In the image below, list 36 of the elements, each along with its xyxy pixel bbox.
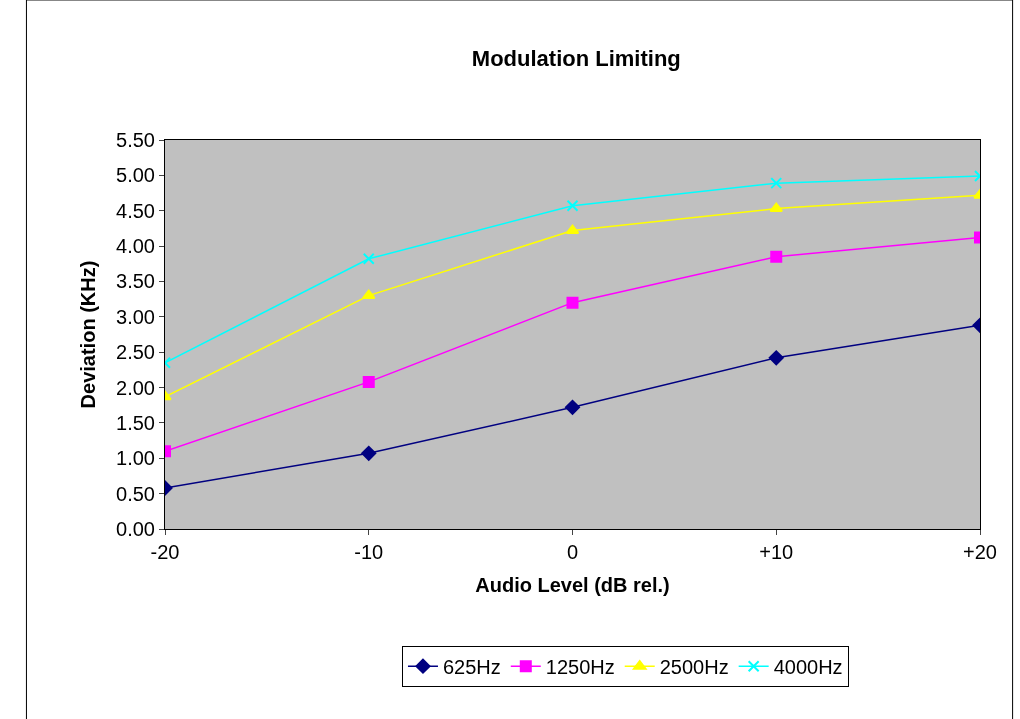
x-tick-label: +10 [759,541,794,563]
point [768,350,784,366]
point [565,224,580,235]
point [362,252,375,265]
y-tick-label: 0.00 [116,518,155,540]
y-tick-label: 3.50 [116,270,155,293]
x-tick-label: 0 [566,541,579,563]
y-axis-title: Deviation (KHz) [76,260,99,409]
x-tick-label: -20 [150,541,180,563]
legend-label: 625Hz [442,656,501,678]
point [361,445,377,461]
point [565,399,580,415]
y-tick-label: 2.00 [116,376,155,399]
point [361,289,376,300]
x-axis-title: Audio Level (dB rel.) [475,573,670,596]
point [566,199,579,212]
point [566,296,579,309]
legend-label: 4000Hz [773,656,843,678]
y-tick-label: 0.50 [116,482,155,505]
y-tick-label: 1.50 [116,411,155,434]
y-tick-label: 3.00 [116,305,155,328]
point [769,202,784,213]
y-tick-label: 5.00 [116,164,155,187]
x-tick-label: +20 [963,541,997,563]
point [770,250,783,263]
legend-label: 1250Hz [545,656,615,678]
point [362,375,375,388]
y-tick-label: 5.50 [116,129,155,151]
x-tick-label: -10 [354,541,384,563]
y-tick-label: 2.50 [116,341,155,364]
chart-title: Modulation Limiting [471,45,681,71]
y-tick-label: 4.00 [116,235,155,258]
y-tick-label: 1.00 [116,447,155,470]
legend-label: 2500Hz [659,656,729,678]
point [770,177,783,190]
y-tick-label: 4.50 [116,199,155,222]
